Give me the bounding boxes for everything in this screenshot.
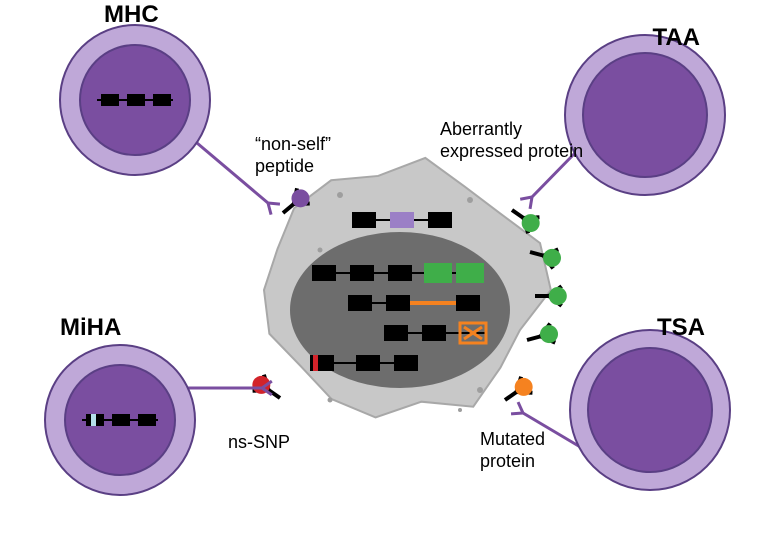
- gene-row-0: [352, 212, 452, 228]
- sublabel-mutated: Mutated: [480, 429, 545, 449]
- label-miha: MiHA: [60, 314, 121, 341]
- speckle: [458, 408, 462, 412]
- label-taa: TAA: [652, 24, 700, 51]
- sublabel-nssnp: ns-SNP: [228, 432, 290, 452]
- receptor-taa-0-antigen: [522, 214, 540, 232]
- speckle: [477, 387, 483, 393]
- receptor-taa-1-antigen: [543, 249, 561, 267]
- receptor-tsa: [505, 377, 533, 400]
- speckle: [318, 248, 323, 253]
- sublabel-mutated-2: protein: [480, 451, 535, 471]
- sublabel-aberrant-2: expressed protein: [440, 141, 583, 161]
- speckle: [328, 398, 333, 403]
- receptor-mhc-antigen: [291, 189, 309, 207]
- cell-miha: [45, 345, 195, 495]
- speckle: [337, 192, 343, 198]
- cell-mhc: [60, 25, 210, 175]
- cell-taa: [565, 35, 725, 195]
- sublabel-nonself: “non-self”: [255, 134, 331, 154]
- label-tsa: TSA: [657, 314, 705, 341]
- diagram-canvas: MHC TAA MiHA TSA “non-self”peptide Aberrantly…: [0, 0, 765, 537]
- receptor-taa-2-antigen: [549, 287, 567, 305]
- gene-row-4: [310, 355, 418, 371]
- sublabel-nonself-2: peptide: [255, 156, 314, 176]
- sublabel-aberrant: Aberrantly: [440, 119, 522, 139]
- cell-tsa: [570, 330, 730, 490]
- receptor-taa-3: [527, 324, 558, 344]
- receptor-taa-3-antigen: [540, 325, 558, 343]
- speckle: [467, 197, 473, 203]
- label-mhc: MHC: [104, 1, 159, 28]
- receptor-tsa-antigen: [515, 378, 533, 396]
